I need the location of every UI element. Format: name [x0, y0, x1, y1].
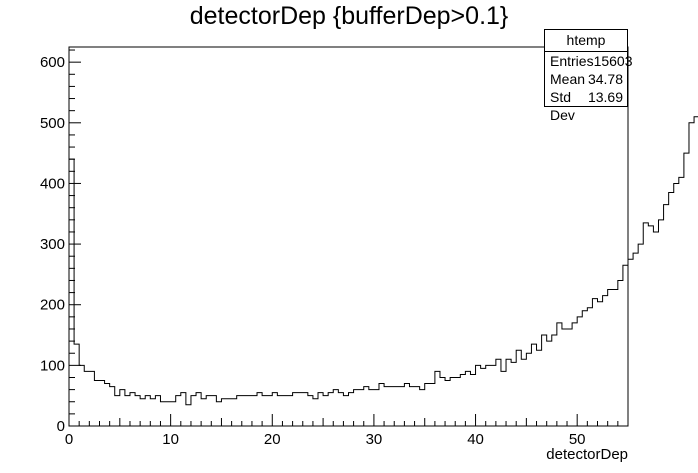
std-label: Std Dev — [550, 89, 575, 123]
entries-label: Entries — [550, 53, 594, 69]
stats-box: htemp Entries 15603 Mean 34.78 Std Dev 1… — [544, 29, 633, 123]
std-value: 13.69 — [587, 89, 623, 105]
y-tick-label: 200 — [40, 297, 65, 314]
y-tick-label: 300 — [40, 236, 65, 253]
x-tick-label: 10 — [162, 431, 179, 448]
mean-label: Mean — [550, 71, 586, 87]
x-tick-label: 40 — [467, 431, 484, 448]
stats-row-mean: Mean 34.78 — [545, 70, 627, 88]
x-tick-label: 0 — [65, 431, 73, 448]
histogram-series — [68, 116, 698, 426]
y-tick-label: 500 — [40, 115, 65, 132]
y-tick-label: 600 — [40, 54, 65, 71]
y-tick-label: 400 — [40, 175, 65, 192]
x-axis-label: detectorDep — [546, 446, 628, 463]
y-tick-label: 100 — [40, 357, 65, 374]
chart-title: detectorDep {bufferDep>0.1} — [189, 2, 509, 30]
x-tick-label: 30 — [366, 431, 383, 448]
stats-box-title: htemp — [545, 30, 627, 52]
x-tick-label: 50 — [569, 431, 586, 448]
x-tick-label: 20 — [264, 431, 281, 448]
entries-value: 15603 — [593, 53, 633, 69]
mean-value: 34.78 — [587, 71, 623, 87]
y-tick-label: 0 — [57, 418, 65, 435]
plot-frame — [68, 46, 629, 427]
stats-row-std: Std Dev 13.69 — [545, 88, 627, 123]
stats-row-entries: Entries 15603 — [545, 52, 633, 70]
